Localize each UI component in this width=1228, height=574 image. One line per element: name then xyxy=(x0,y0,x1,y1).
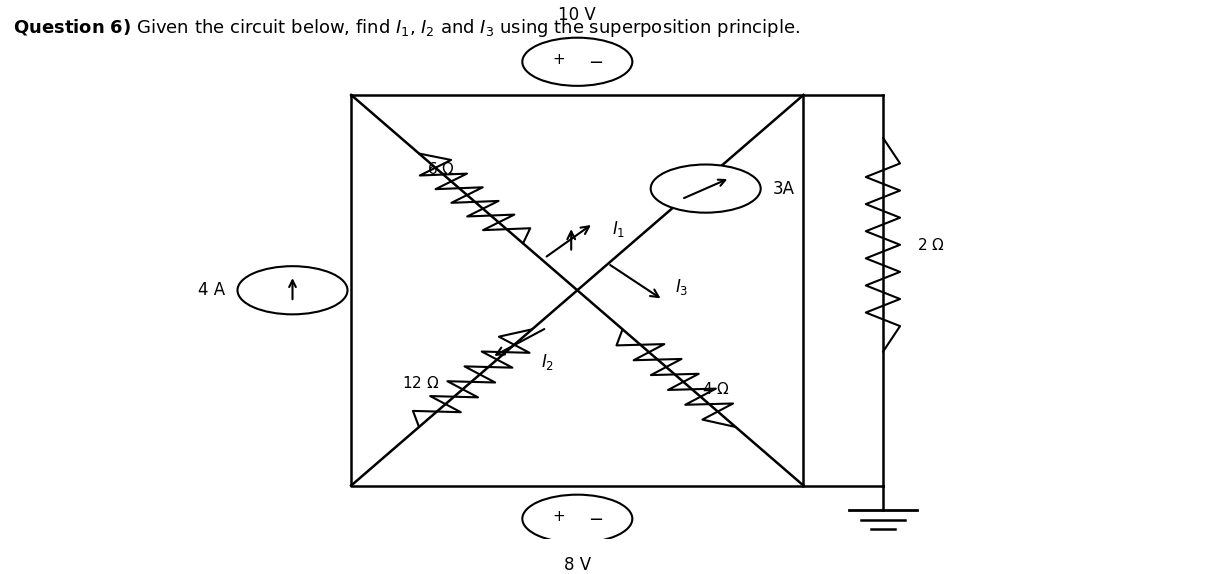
Text: $\mathbf{Question\ 6)}$ Given the circuit below, find $I_1$, $I_2$ and $I_3$ usi: $\mathbf{Question\ 6)}$ Given the circui… xyxy=(12,17,799,40)
Text: 3A: 3A xyxy=(772,180,795,197)
Text: 10 V: 10 V xyxy=(559,6,597,24)
Circle shape xyxy=(522,38,632,86)
Text: 12 $\Omega$: 12 $\Omega$ xyxy=(402,375,440,391)
Text: $I_3$: $I_3$ xyxy=(675,277,689,297)
Circle shape xyxy=(237,266,348,315)
Text: 8 V: 8 V xyxy=(564,556,591,574)
Circle shape xyxy=(522,495,632,543)
Text: $I_1$: $I_1$ xyxy=(612,219,625,239)
Text: 4 $\Omega$: 4 $\Omega$ xyxy=(702,381,729,397)
Circle shape xyxy=(651,165,760,213)
Text: $I_2$: $I_2$ xyxy=(540,352,554,373)
Text: −: − xyxy=(588,55,603,72)
Text: 6 $\Omega$: 6 $\Omega$ xyxy=(426,161,454,177)
Text: +: + xyxy=(553,52,565,67)
Text: 4 A: 4 A xyxy=(198,281,225,299)
Text: −: − xyxy=(588,511,603,529)
Text: +: + xyxy=(553,509,565,523)
Text: 2 $\Omega$: 2 $\Omega$ xyxy=(917,237,944,253)
